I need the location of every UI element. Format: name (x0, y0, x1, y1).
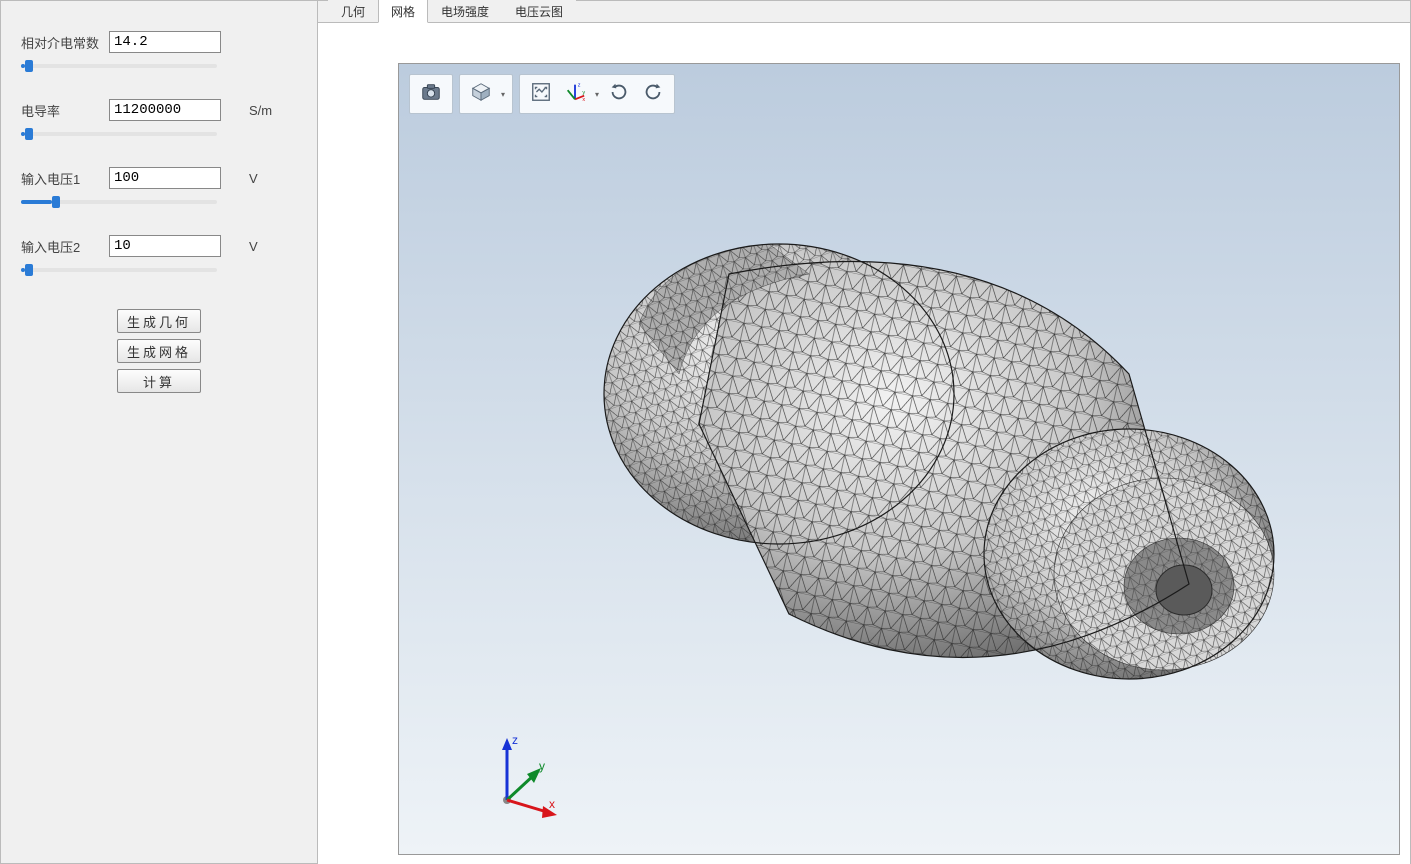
generate-mesh-button[interactable]: 生成网格 (117, 339, 201, 363)
tab-efield[interactable]: 电场强度 (428, 0, 502, 22)
svg-text:z: z (578, 82, 581, 88)
svg-text:y: y (582, 89, 585, 95)
mesh-object (569, 194, 1309, 754)
axes-icon: zyx (564, 81, 586, 108)
3d-viewport[interactable]: ▾ zyx ▾ (398, 63, 1400, 855)
axis-z-label: z (512, 733, 518, 747)
param-label: 电导率 (21, 101, 109, 120)
param-group-conductivity: 电导率 S/m (21, 99, 297, 143)
param-label: 输入电压2 (21, 237, 109, 256)
chevron-down-icon[interactable]: ▾ (498, 90, 508, 99)
viewport-toolbar: ▾ zyx ▾ (409, 74, 681, 114)
param-unit: V (249, 239, 258, 254)
axis-triad: z y x (479, 730, 569, 820)
view-tabs: 几何 网格 电场强度 电压云图 (318, 1, 1410, 23)
canvas-shell: ▾ zyx ▾ (318, 23, 1410, 864)
camera-icon (420, 81, 442, 108)
compute-button[interactable]: 计算 (117, 369, 201, 393)
generate-geometry-button[interactable]: 生成几何 (117, 309, 201, 333)
rotate-cw-icon (608, 81, 630, 108)
cube-view-icon (470, 81, 492, 108)
svg-text:x: x (582, 97, 585, 103)
param-unit: S/m (249, 103, 272, 118)
main-area: 几何 网格 电场强度 电压云图 (318, 1, 1410, 863)
parameters-sidebar: 相对介电常数 电导率 S/m (1, 1, 318, 863)
axis-x-label: x (549, 797, 555, 811)
chevron-down-icon[interactable]: ▾ (592, 90, 602, 99)
rotate-cw-button[interactable] (602, 77, 636, 111)
rotate-ccw-button[interactable] (636, 77, 670, 111)
permittivity-input[interactable] (109, 31, 221, 53)
param-group-permittivity: 相对介电常数 (21, 31, 297, 75)
tab-mesh[interactable]: 网格 (378, 0, 428, 23)
app-root: 相对介电常数 电导率 S/m (0, 0, 1411, 864)
param-label: 输入电压1 (21, 169, 109, 188)
param-group-voltage2: 输入电压2 V (21, 235, 297, 279)
axis-y-label: y (539, 759, 545, 773)
fit-icon (530, 81, 552, 108)
view-orientation-button[interactable] (464, 77, 498, 111)
voltage2-slider[interactable] (21, 268, 217, 272)
rotate-ccw-icon (642, 81, 664, 108)
voltage2-input[interactable] (109, 235, 221, 257)
tab-voltage-contour[interactable]: 电压云图 (502, 0, 576, 22)
axes-toggle-button[interactable]: zyx (558, 77, 592, 111)
param-label: 相对介电常数 (21, 33, 109, 52)
fit-view-button[interactable] (524, 77, 558, 111)
conductivity-input[interactable] (109, 99, 221, 121)
param-group-voltage1: 输入电压1 V (21, 167, 297, 211)
screenshot-button[interactable] (414, 77, 448, 111)
voltage1-input[interactable] (109, 167, 221, 189)
voltage1-slider[interactable] (21, 200, 217, 204)
action-buttons: 生成几何 生成网格 计算 (21, 309, 297, 393)
permittivity-slider[interactable] (21, 64, 217, 68)
param-unit: V (249, 171, 258, 186)
conductivity-slider[interactable] (21, 132, 217, 136)
tab-geometry[interactable]: 几何 (328, 0, 378, 22)
